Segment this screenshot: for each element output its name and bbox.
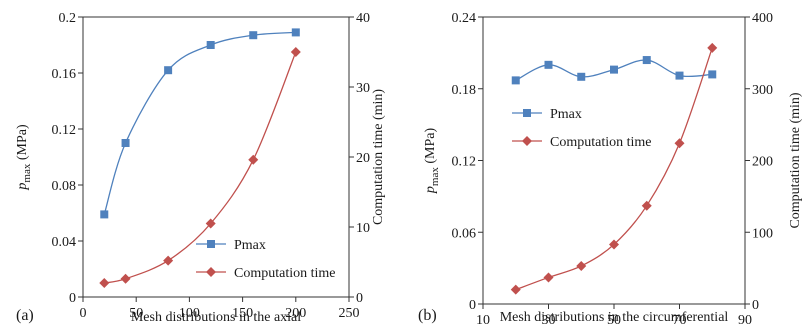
pmax-point (249, 31, 258, 40)
y-tick-label: 0 (469, 298, 476, 313)
panel-label: (b) (418, 307, 437, 324)
series-computation-time (510, 42, 718, 295)
series-line (104, 51, 297, 284)
pmax-point (206, 41, 215, 49)
y-axis-label-sub: max (21, 163, 33, 182)
x-tick-label: 250 (339, 306, 360, 321)
pmax-point (291, 28, 300, 37)
pmax-point (577, 72, 586, 81)
pmax-point (610, 65, 618, 74)
y-right-axis-label: Computation time (min) (788, 92, 803, 228)
x-tick-label: 50 (607, 313, 621, 328)
time-point (543, 272, 554, 283)
legend-marker (523, 109, 531, 117)
legend-entry: Computation time (196, 266, 336, 281)
x-tick-label: 100 (179, 306, 200, 321)
time-point (120, 273, 131, 284)
x-axis-label: Mesh distributions in the axial (131, 310, 301, 325)
x-tick-label: 0 (80, 306, 87, 321)
y-tick-label: 0.08 (52, 179, 77, 194)
y-right-tick-label: 0 (752, 298, 759, 313)
time-point (248, 154, 259, 165)
y-right-tick-label: 40 (356, 11, 370, 26)
pmax-point (675, 71, 684, 80)
plot-frame (482, 16, 746, 305)
time-point (674, 138, 685, 149)
y-axis-label-main: p (423, 186, 438, 194)
y-axis-label: pmax (MPa) (423, 128, 441, 195)
x-tick-label: 200 (285, 306, 306, 321)
time-point (99, 278, 110, 288)
y-axis-label: pmax (MPa) (15, 124, 33, 191)
time-point (510, 284, 521, 295)
time-point (641, 200, 652, 211)
y-axis-label-unit: (MPa) (15, 124, 30, 164)
pmax-point (544, 60, 553, 69)
time-point (163, 255, 174, 266)
pmax-point (511, 76, 520, 85)
time-point (576, 260, 587, 271)
legend-entry: Pmax (512, 107, 582, 122)
legend-entry: Pmax (196, 238, 266, 253)
y-axis-label-main: p (15, 183, 30, 191)
x-tick-label: 50 (129, 306, 143, 321)
pmax-point (100, 210, 109, 219)
chart-panel-b: 10 30 50 70 9000.060.120.180.240100200300400… (418, 11, 803, 328)
legend-label: Computation time (550, 135, 652, 150)
y-tick-label: 0.16 (52, 67, 77, 82)
time-point (609, 239, 619, 250)
y-right-tick-label: 20 (356, 151, 370, 166)
time-point (290, 47, 301, 57)
y-right-tick-label: 400 (752, 11, 773, 26)
time-point (707, 42, 718, 53)
pmax-point (642, 56, 651, 65)
y-right-tick-label: 200 (752, 155, 773, 170)
y-tick-label: 0.04 (52, 235, 77, 250)
y-tick-label: 0.2 (59, 11, 77, 26)
y-tick-label: 0 (69, 291, 76, 306)
legend-marker (522, 136, 532, 146)
legend-marker (206, 267, 216, 277)
legend-label: Pmax (234, 238, 266, 253)
series-line (515, 47, 713, 291)
legend-marker (207, 240, 215, 248)
y-right-tick-label: 0 (356, 291, 363, 306)
series-pmax (511, 56, 717, 85)
pmax-point (164, 66, 173, 75)
x-tick-label: 30 (542, 313, 556, 328)
x-tick-label: 150 (232, 306, 253, 321)
y-right-tick-label: 100 (752, 226, 773, 241)
pmax-point (708, 70, 717, 79)
chart-panel-a: 0 50 100 150 200 25000.040.080.120.160.201020… (15, 11, 386, 325)
y-tick-label: 0.12 (52, 123, 77, 138)
y-tick-label: 0.24 (452, 11, 477, 26)
y-axis-label-unit: (MPa) (423, 128, 438, 168)
y-axis-label-sub: max (429, 167, 441, 186)
y-tick-label: 0.18 (452, 83, 477, 98)
series-pmax (100, 28, 300, 219)
x-tick-label: 70 (673, 313, 687, 328)
y-right-tick-label: 10 (356, 221, 370, 236)
series-line (103, 31, 296, 215)
x-axis-label: Mesh distributions in the circumferentia… (500, 310, 729, 325)
y-right-tick-label: 300 (752, 83, 773, 98)
series-computation-time (99, 47, 301, 288)
y-tick-label: 0.06 (452, 226, 477, 241)
x-tick-label: 90 (738, 313, 752, 328)
y-right-axis-label: Computation time (min) (371, 89, 386, 225)
y-tick-label: 0.12 (452, 155, 477, 170)
legend-label: Pmax (550, 107, 582, 122)
time-point (205, 218, 216, 229)
plot-frame (82, 16, 350, 298)
pmax-point (121, 139, 130, 147)
panel-label: (a) (16, 307, 34, 324)
legend-label: Computation time (234, 266, 336, 281)
y-right-tick-label: 30 (356, 81, 370, 96)
x-tick-label: 10 (476, 313, 490, 328)
legend-entry: Computation time (512, 135, 652, 150)
